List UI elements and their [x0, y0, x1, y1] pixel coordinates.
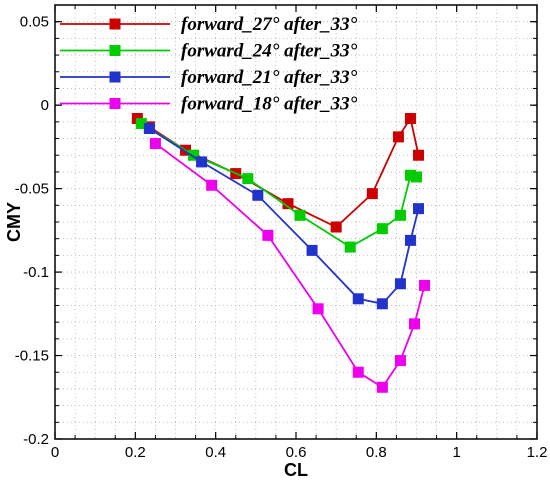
data-point-marker — [294, 209, 306, 221]
x-axis-title: CL — [284, 460, 308, 480]
data-point-marker — [404, 113, 416, 125]
data-point-marker — [135, 118, 147, 130]
x-tick-label: 0.6 — [286, 444, 307, 461]
y-tick-label: -0.2 — [23, 431, 49, 448]
legend-marker — [109, 71, 121, 83]
legend-label: forward_24° after_33° — [181, 41, 358, 62]
y-tick-label: 0.05 — [20, 14, 49, 31]
legend-label: forward_21° after_33° — [181, 67, 358, 88]
data-point-marker — [404, 169, 416, 181]
tick-labels: 0 0.2 0.4 0.6 0.8 1 1.2 -0.2 -0.15 -0.1 -0.05 0 0.05 — [15, 14, 548, 461]
legend-label: forward_18° after_33° — [181, 94, 358, 115]
y-tick-label: 0 — [41, 97, 49, 114]
data-point-marker — [419, 279, 431, 291]
data-point-marker — [282, 198, 294, 210]
series-2 — [135, 118, 422, 253]
data-point-marker — [242, 173, 254, 185]
legend-marker — [109, 98, 121, 109]
data-point-marker — [404, 234, 416, 246]
data-point-marker — [149, 138, 161, 150]
data-point-marker — [262, 229, 274, 241]
data-point-marker — [306, 244, 318, 256]
y-tick-label: -0.1 — [23, 264, 49, 281]
plot-frame — [54, 4, 538, 440]
legend-marker — [109, 45, 121, 56]
legend: forward_27° after_33° forward_24° after_3… — [60, 14, 358, 115]
data-point-marker — [206, 179, 218, 191]
y-axis-title: CMY — [4, 202, 24, 242]
data-point-marker — [413, 203, 425, 215]
data-point-marker — [366, 188, 378, 200]
x-tick-label: 1 — [452, 444, 460, 461]
data-point-marker — [376, 223, 388, 235]
data-point-marker — [413, 149, 425, 161]
data-point-marker — [252, 189, 264, 201]
series-3 — [143, 123, 425, 310]
data-point-marker — [330, 221, 342, 233]
data-point-marker — [143, 123, 155, 135]
data-point-marker — [394, 355, 406, 367]
x-tick-label: 0 — [51, 444, 59, 461]
x-tick-label: 0.4 — [205, 444, 226, 461]
data-point-marker — [394, 278, 406, 290]
data-point-marker — [411, 171, 422, 183]
data-point-marker — [196, 156, 208, 168]
data-point-marker — [408, 318, 420, 330]
data-point-marker — [352, 366, 364, 378]
data-point-marker — [392, 131, 404, 143]
x-tick-label: 0.8 — [366, 444, 387, 461]
data-point-marker — [376, 381, 388, 393]
data-point-marker — [188, 149, 200, 161]
series-4 — [149, 138, 431, 393]
y-tick-label: -0.15 — [15, 348, 49, 365]
x-tick-label: 1.2 — [527, 444, 548, 461]
legend-label: forward_27° after_33° — [181, 14, 358, 35]
data-point-marker — [394, 209, 406, 221]
series-group — [131, 113, 431, 393]
x-tick-label: 0.2 — [125, 444, 146, 461]
y-tick-label: -0.05 — [15, 181, 49, 198]
legend-marker — [109, 18, 121, 30]
data-point-marker — [352, 293, 364, 305]
data-point-marker — [376, 298, 388, 310]
data-point-marker — [312, 303, 324, 315]
data-point-marker — [344, 241, 356, 253]
